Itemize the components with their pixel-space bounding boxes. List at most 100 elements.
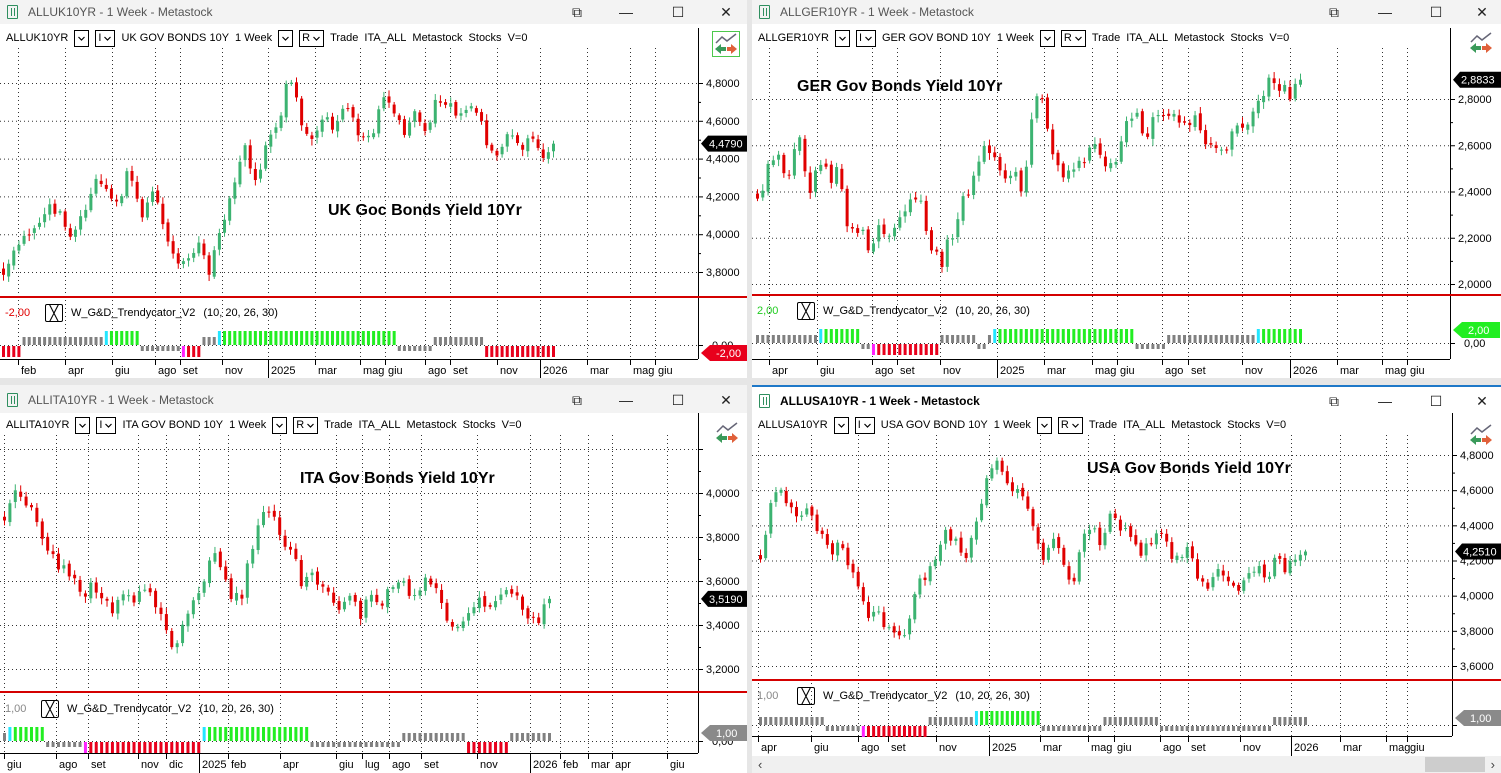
candle-down — [73, 574, 77, 579]
symbol-dropdown[interactable] — [74, 29, 90, 47]
symbol-label[interactable]: ALLUK10YR — [6, 32, 69, 44]
type-label[interactable]: Stocks — [468, 32, 502, 44]
trend-arrows-icon[interactable] — [712, 31, 740, 57]
candle-down — [346, 108, 350, 110]
symbol-dropdown[interactable] — [834, 29, 850, 47]
indicator-bar-gray — [1057, 726, 1061, 731]
trend-arrows-icon[interactable] — [714, 421, 740, 445]
candle-up — [8, 503, 12, 523]
list-label[interactable]: ITA_ALL — [364, 32, 407, 44]
period-dropdown[interactable] — [1036, 416, 1052, 434]
maximize-button[interactable]: ☐ — [1429, 3, 1443, 20]
list-label[interactable]: ITA_ALL — [1123, 419, 1166, 431]
indicator-close-icon[interactable]: ╳ — [797, 302, 815, 320]
title-bar[interactable]: ALLGER10YR - 1 Week - Metastock ⧉ — ☐ ✕ — [752, 0, 1501, 24]
type-label[interactable]: Stocks — [462, 419, 496, 431]
interval-dropdown[interactable]: I — [854, 416, 875, 434]
interval-dropdown[interactable]: I — [95, 29, 116, 47]
indicator-name[interactable]: W_G&D_Trendycator_V2 — [823, 305, 948, 317]
source-label[interactable]: Metastock — [412, 32, 463, 44]
list-label[interactable]: ITA_ALL — [1126, 32, 1169, 44]
price-chart[interactable]: 2,0000 2,2000 2,4000 2,6000 2,8000 0,00 apr giu… — [752, 0, 1501, 378]
indicator-bar-gray — [418, 733, 422, 741]
type-label[interactable]: Stocks — [1227, 419, 1261, 431]
mode-label[interactable]: Trade — [1088, 419, 1118, 431]
symbol-dropdown[interactable] — [75, 416, 91, 434]
candle-up — [1114, 161, 1118, 165]
indicator-close-icon[interactable]: ╳ — [797, 687, 815, 705]
source-label[interactable]: Metastock — [1171, 419, 1222, 431]
minimize-button[interactable]: — — [1378, 393, 1392, 409]
price-chart[interactable]: 3,80004,00004,20004,40004,60004,80000,00… — [0, 0, 747, 378]
range-dropdown[interactable]: R — [1060, 29, 1086, 47]
close-button[interactable]: ✕ — [1476, 3, 1488, 20]
indicator-close-icon[interactable]: ╳ — [45, 304, 63, 322]
period-label[interactable]: 1 Week — [993, 419, 1031, 431]
x-axis-label: mag — [1389, 742, 1410, 754]
scrollbar-thumb[interactable] — [1425, 757, 1485, 772]
close-button[interactable]: ✕ — [720, 3, 732, 20]
price-chart[interactable]: 3,60003,80004,00004,20004,40004,60004,80… — [752, 385, 1501, 773]
popout-icon[interactable]: ⧉ — [572, 3, 582, 20]
indicator-close-icon[interactable]: ╳ — [41, 700, 59, 718]
scroll-left-arrow-icon[interactable]: ‹ — [758, 757, 763, 772]
minimize-button[interactable]: — — [619, 4, 633, 20]
range-dropdown[interactable]: R — [1057, 416, 1083, 434]
range-dropdown[interactable]: R — [293, 416, 319, 434]
maximize-button[interactable]: ☐ — [671, 391, 685, 408]
type-label[interactable]: Stocks — [1230, 32, 1264, 44]
horizontal-scrollbar[interactable]: ‹ › — [752, 756, 1501, 773]
list-label[interactable]: ITA_ALL — [358, 419, 401, 431]
trend-arrows-icon[interactable] — [1468, 31, 1494, 55]
indicator-name[interactable]: W_G&D_Trendycator_V2 — [823, 690, 948, 702]
popout-icon[interactable]: ⧉ — [1329, 3, 1339, 20]
period-dropdown[interactable] — [1039, 29, 1055, 47]
period-label[interactable]: 1 Week — [229, 419, 267, 431]
indicator-name[interactable]: W_G&D_Trendycator_V2 — [67, 703, 192, 715]
title-bar[interactable]: ALLUSA10YR - 1 Week - Metastock ⧉ — ☐ ✕ — [752, 385, 1501, 413]
popout-icon[interactable]: ⧉ — [572, 391, 582, 408]
close-button[interactable]: ✕ — [720, 391, 732, 408]
close-button[interactable]: ✕ — [1476, 392, 1488, 409]
candle-down — [454, 102, 458, 116]
indicator-bar-red — [186, 742, 190, 753]
popout-icon[interactable]: ⧉ — [1329, 392, 1339, 409]
indicator-bar-gray — [759, 717, 762, 725]
interval-dropdown[interactable]: I — [855, 29, 876, 47]
mode-label[interactable]: Trade — [324, 419, 353, 431]
candle-up — [1093, 144, 1097, 149]
period-label[interactable]: 1 Week — [996, 32, 1034, 44]
candle-down — [351, 107, 355, 118]
range-dropdown[interactable]: R — [299, 29, 325, 47]
scroll-right-arrow-icon[interactable]: › — [1490, 757, 1495, 772]
indicator-bar-green — [310, 331, 314, 345]
maximize-button[interactable]: ☐ — [671, 3, 685, 20]
symbol-label[interactable]: ALLITA10YR — [6, 419, 70, 431]
indicator-bar-gray — [1170, 726, 1174, 731]
candle-down — [1072, 577, 1076, 582]
minimize-button[interactable]: — — [1378, 4, 1392, 20]
source-label[interactable]: Metastock — [406, 419, 457, 431]
indicator-name[interactable]: W_G&D_Trendycator_V2 — [71, 307, 196, 319]
interval-dropdown[interactable]: I — [96, 416, 117, 434]
indicator-bar-gray — [787, 335, 791, 343]
candle-down — [67, 563, 71, 577]
mode-label[interactable]: Trade — [1091, 32, 1121, 44]
title-bar[interactable]: ALLUK10YR - 1 Week - Metastock ⧉ — ☐ ✕ — [0, 0, 747, 24]
trend-arrows-icon[interactable] — [1468, 423, 1494, 447]
maximize-button[interactable]: ☐ — [1429, 392, 1443, 409]
title-bar[interactable]: ALLITA10YR - 1 Week - Metastock ⧉ — ☐ ✕ — [0, 385, 747, 413]
indicator-bar-green — [1130, 329, 1134, 343]
mode-label[interactable]: Trade — [330, 32, 359, 44]
chart-doc-icon — [7, 5, 18, 19]
period-dropdown[interactable] — [272, 416, 288, 434]
candle-down — [24, 496, 28, 506]
symbol-dropdown[interactable] — [833, 416, 849, 434]
symbol-label[interactable]: ALLGER10YR — [758, 32, 829, 44]
period-label[interactable]: 1 Week — [235, 32, 273, 44]
source-label[interactable]: Metastock — [1174, 32, 1225, 44]
symbol-label[interactable]: ALLUSA10YR — [758, 419, 828, 431]
period-dropdown[interactable] — [278, 29, 294, 47]
minimize-button[interactable]: — — [619, 392, 633, 408]
